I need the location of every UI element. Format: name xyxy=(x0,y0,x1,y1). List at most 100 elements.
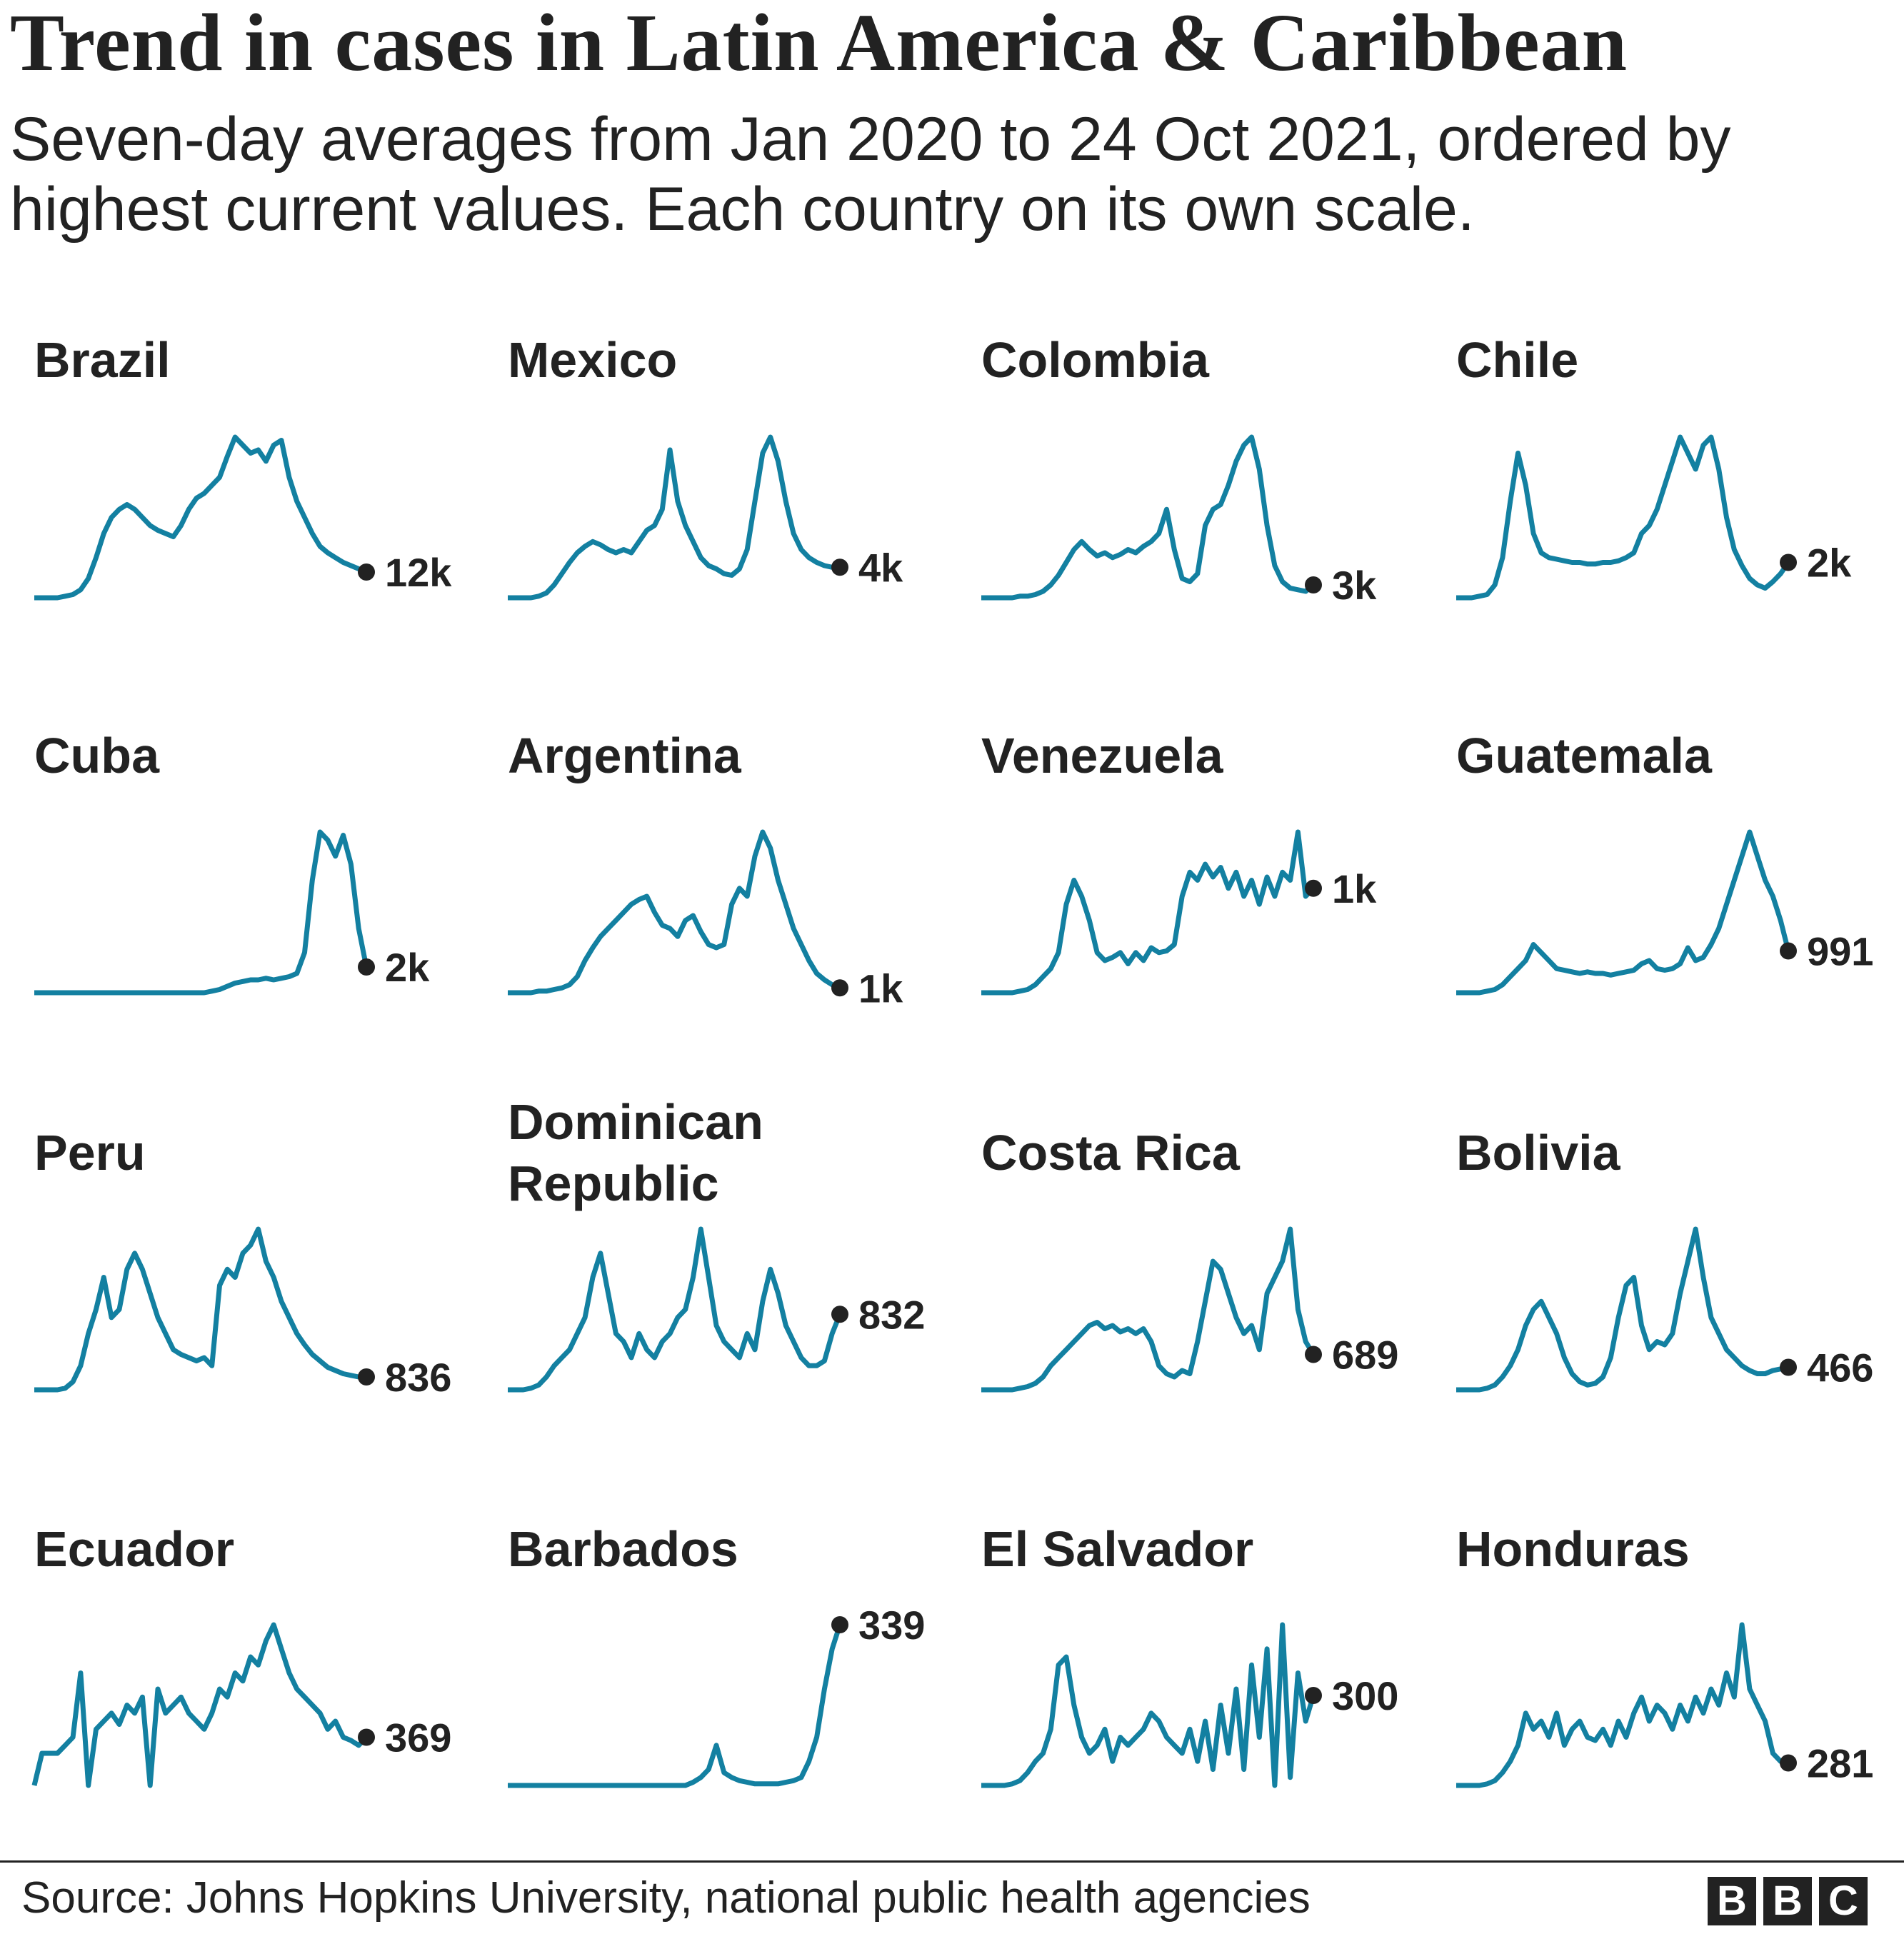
trend-line xyxy=(981,1622,1316,1788)
latest-value-dot xyxy=(1305,1687,1322,1704)
sparkline-chart: 1k xyxy=(508,829,903,1011)
country-panel: Chile 2k xyxy=(1456,317,1904,713)
trend-line xyxy=(981,829,1316,996)
sparkline-chart: 2k xyxy=(34,829,430,996)
sparkline-chart: 12k xyxy=(34,434,452,601)
country-panel: Cuba 2k xyxy=(34,713,508,1108)
latest-value-label: 1k xyxy=(858,966,903,1011)
country-panel: El Salvador 300 xyxy=(981,1506,1455,1902)
sparkline-chart: 339 xyxy=(508,1603,925,1788)
trend-line xyxy=(981,1226,1316,1393)
trend-line xyxy=(34,434,368,601)
bbc-logo: B B C xyxy=(1708,1877,1868,1925)
sparkline-chart: 832 xyxy=(508,1226,925,1393)
latest-value-label: 832 xyxy=(858,1292,925,1337)
sparkline-chart: 281 xyxy=(1456,1622,1873,1788)
latest-value-dot xyxy=(1780,942,1797,960)
latest-value-dot xyxy=(358,563,375,581)
chart-title: Trend in cases in Latin America & Caribb… xyxy=(10,0,1628,88)
country-name: Peru xyxy=(34,1125,146,1181)
latest-value-dot xyxy=(358,958,375,976)
sparkline-chart: 2k xyxy=(1456,434,1852,601)
sparkline-chart: 4k xyxy=(508,434,903,601)
sparkline-chart: 300 xyxy=(981,1622,1398,1788)
country-name: Guatemala xyxy=(1456,728,1712,783)
sparkline-chart: 991 xyxy=(1456,829,1873,996)
latest-value-dot xyxy=(1780,1754,1797,1772)
trend-line xyxy=(508,1623,843,1788)
latest-value-dot xyxy=(1305,1346,1322,1363)
sparkline-chart: 836 xyxy=(34,1226,451,1400)
latest-value-label: 2k xyxy=(1807,541,1852,586)
latest-value-label: 689 xyxy=(1332,1333,1398,1378)
latest-value-label: 369 xyxy=(385,1715,451,1760)
country-name: Ecuador xyxy=(34,1521,235,1577)
trend-line xyxy=(508,829,841,996)
country-panel: Mexico 4k xyxy=(508,317,981,713)
latest-value-dot xyxy=(1305,879,1322,897)
latest-value-label: 466 xyxy=(1807,1346,1873,1391)
latest-value-dot xyxy=(1780,1358,1797,1376)
latest-value-label: 12k xyxy=(385,550,452,595)
country-panel: Dominican Republic 832 xyxy=(508,1094,981,1505)
source-note: Source: Johns Hopkins University, nation… xyxy=(21,1873,1311,1923)
country-name: Chile xyxy=(1456,332,1579,388)
country-name: Bolivia xyxy=(1456,1125,1620,1181)
sparkline-chart: 1k xyxy=(981,829,1377,996)
country-panel: Argentina 1k xyxy=(508,713,981,1108)
sparkline-chart: 369 xyxy=(31,1622,451,1788)
trend-line xyxy=(981,434,1316,601)
country-panel: Brazil 12k xyxy=(34,317,508,713)
country-panel: Colombia 3k xyxy=(981,317,1455,713)
sparkline-chart: 3k xyxy=(981,434,1377,608)
sparkline-chart: 466 xyxy=(1456,1226,1873,1393)
trend-line xyxy=(31,1622,369,1788)
country-name: Cuba xyxy=(34,728,159,783)
latest-value-dot xyxy=(358,1368,375,1386)
country-panel: Barbados 339 xyxy=(508,1506,981,1902)
country-name: Venezuela xyxy=(981,728,1223,783)
trend-line xyxy=(1456,829,1791,996)
country-name: Dominican Republic xyxy=(508,1094,763,1211)
latest-value-label: 991 xyxy=(1807,929,1873,974)
country-panel: Costa Rica 689 xyxy=(981,1110,1455,1505)
latest-value-label: 2k xyxy=(385,945,430,990)
country-name: Mexico xyxy=(508,332,678,388)
latest-value-dot xyxy=(831,1306,848,1323)
latest-value-label: 836 xyxy=(385,1355,451,1400)
latest-value-label: 4k xyxy=(858,545,903,590)
country-name: Argentina xyxy=(508,728,741,783)
country-name: Costa Rica xyxy=(981,1125,1240,1181)
latest-value-dot xyxy=(831,979,848,997)
country-panel: Bolivia 466 xyxy=(1456,1110,1904,1505)
latest-value-dot xyxy=(358,1728,375,1746)
latest-value-label: 339 xyxy=(858,1603,925,1648)
country-panel: Guatemala 991 xyxy=(1456,713,1904,1108)
country-name: Barbados xyxy=(508,1521,738,1577)
latest-value-dot xyxy=(1780,553,1797,571)
country-panel: Honduras 281 xyxy=(1456,1506,1904,1902)
latest-value-dot xyxy=(831,1616,848,1633)
chart-subtitle: Seven-day averages from Jan 2020 to 24 O… xyxy=(10,105,1731,244)
country-panel: Venezuela 1k xyxy=(981,713,1455,1108)
latest-value-label: 300 xyxy=(1332,1673,1398,1718)
trend-line xyxy=(508,1226,843,1393)
footer-divider xyxy=(0,1860,1904,1863)
latest-value-dot xyxy=(1305,576,1322,593)
trend-line xyxy=(34,1226,366,1393)
logo-letter: B xyxy=(1708,1877,1756,1925)
logo-letter: C xyxy=(1819,1877,1868,1925)
latest-value-label: 281 xyxy=(1807,1741,1873,1786)
country-name: Colombia xyxy=(981,332,1209,388)
trend-line xyxy=(1456,434,1790,601)
country-name: El Salvador xyxy=(981,1521,1254,1577)
country-panel: Ecuador 369 xyxy=(31,1506,508,1902)
country-panel: Peru 836 xyxy=(34,1110,508,1505)
trend-line xyxy=(34,829,369,996)
latest-value-label: 3k xyxy=(1332,563,1377,608)
country-name: Honduras xyxy=(1456,1521,1690,1577)
trend-line xyxy=(1456,1226,1789,1393)
trend-line xyxy=(1456,1622,1789,1788)
trend-line xyxy=(508,434,840,601)
country-name: Brazil xyxy=(34,332,171,388)
